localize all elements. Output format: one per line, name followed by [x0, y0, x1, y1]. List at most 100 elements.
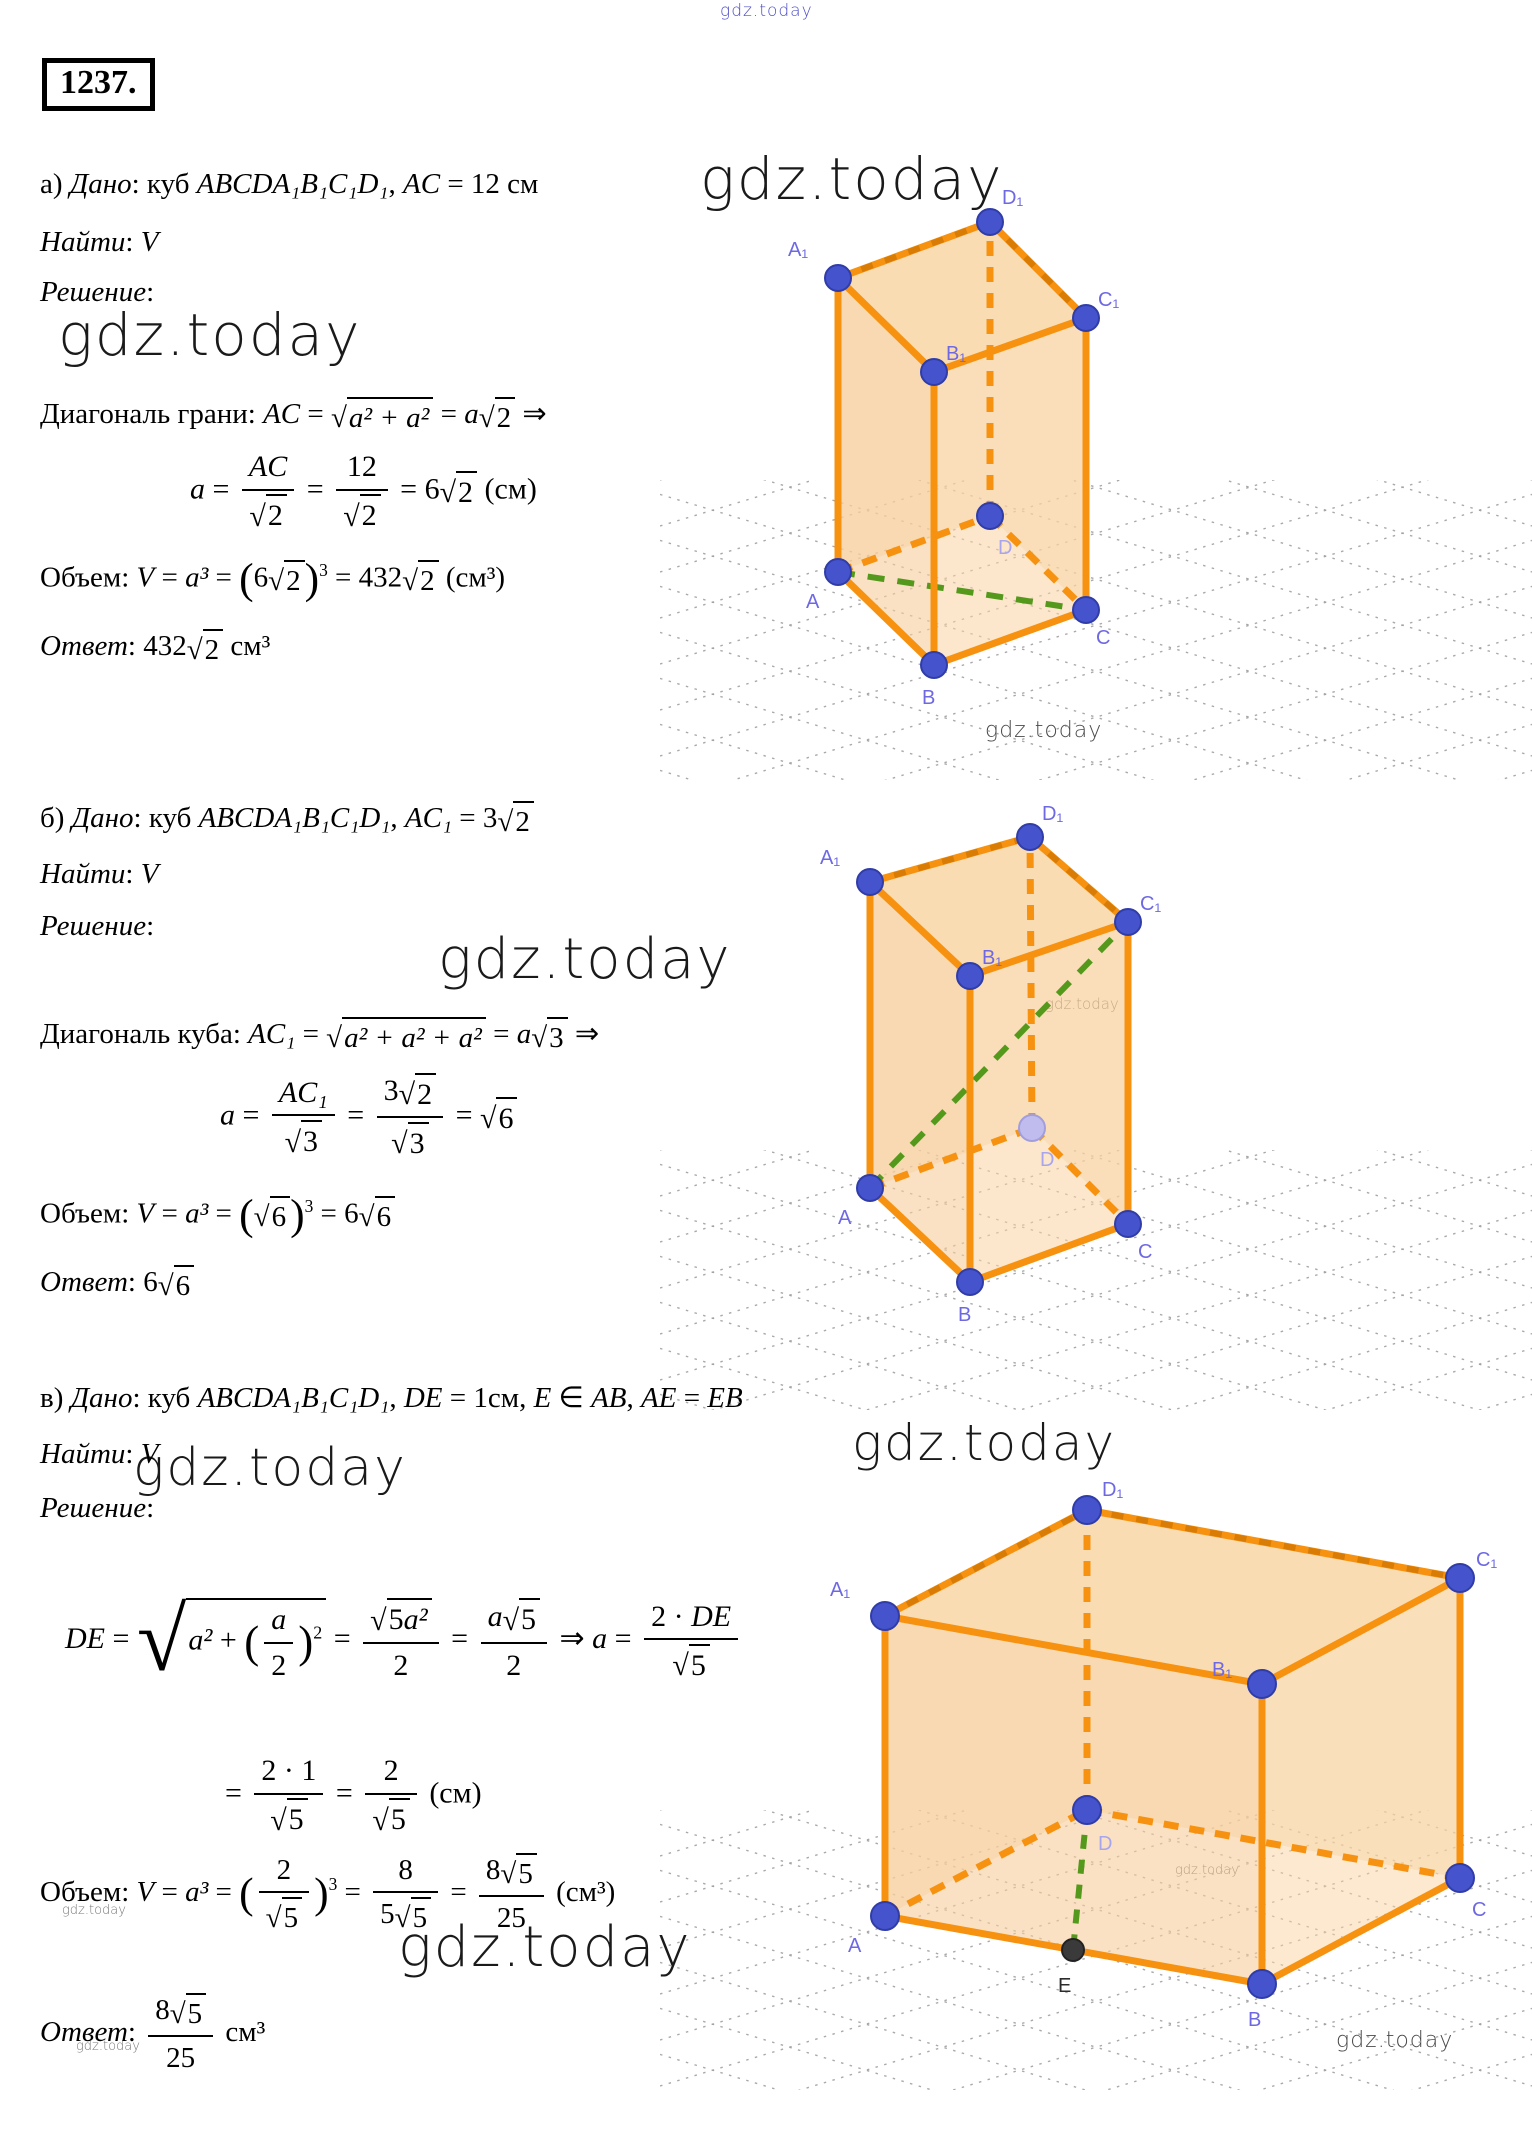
vertices — [870, 1495, 1475, 1999]
vertex-d1 — [976, 208, 1004, 236]
point-e — [1061, 1938, 1085, 1962]
vertex-label-c: C — [1096, 627, 1110, 649]
vertex-a1 — [856, 868, 884, 896]
cube-front-left-face — [885, 1616, 1262, 1984]
diagonal-ac-green — [837, 569, 1087, 613]
vertex-label-d: D — [1040, 1149, 1054, 1171]
watermark: gdz.today — [852, 1414, 1117, 1472]
vertex-label-c: C — [1472, 1899, 1486, 1921]
vertex-label-a1: A₁ — [788, 239, 808, 261]
hidden-edges — [883, 1510, 1461, 1920]
vertex-label-d1: D₁ — [1002, 187, 1023, 209]
cube-front-left-face — [870, 882, 970, 1282]
part-a-diagonal-formula: Диагональ грани: AC = √ a² + a² = a √ 2 ⇒ — [40, 396, 547, 436]
vertex-d — [1018, 1114, 1046, 1142]
watermark: gdz.today — [62, 1903, 126, 1918]
watermark: gdz.today — [58, 301, 362, 369]
vertex-a — [856, 1174, 884, 1202]
vertex-b1 — [1247, 1669, 1277, 1699]
part-b-edge-equation: a = AC₁ √ 3 = 3 √ 2 √ 3 = √ 6 — [220, 1072, 518, 1163]
vertex-label-d1: D₁ — [1042, 803, 1063, 825]
part-b-given-line: б) Дано: куб ABCDA₁B₁C₁D₁, AC₁ = 3 √ 2 — [40, 800, 534, 840]
cube-front-left-face — [838, 278, 934, 665]
vertex-c — [1114, 1210, 1142, 1238]
vertex-b — [920, 651, 948, 679]
vertex-label-b: B — [1248, 2009, 1261, 2031]
cube-front-right-face — [1262, 1578, 1460, 1984]
vertex-a — [870, 1901, 900, 1931]
vertex-label-c: C — [1138, 1241, 1152, 1263]
cube-figure-c: A₁ D₁ C₁ B₁ A D C B E — [660, 1480, 1532, 2090]
hidden-edges — [868, 836, 1131, 1227]
part-c-given-line: в) Дано: куб ABCDA₁B₁C₁D₁, DE = 1см, E ∈… — [40, 1382, 743, 1414]
vertex-label-a1: A₁ — [820, 847, 840, 869]
vertex-c1 — [1445, 1563, 1475, 1593]
watermark: gdz.today — [700, 145, 1004, 213]
vertex-label-b1: B₁ — [1212, 1659, 1232, 1681]
vertex-label-a: A — [848, 1935, 862, 1957]
vertex-a1 — [824, 264, 852, 292]
part-b-volume-formula: Объем: V = a³ = (√ 6)3 = 6 √ 6 — [40, 1193, 396, 1238]
top-back-edge-dashes — [869, 834, 1130, 925]
vertex-label-a: A — [838, 1207, 852, 1229]
vertices — [856, 823, 1142, 1296]
vertex-d — [1072, 1795, 1102, 1825]
part-a-volume-formula: Объем: V = a³ = (6 √ 2)3 = 432 √ 2 (см³) — [40, 555, 506, 603]
diagonal-ac1-green — [867, 919, 1131, 1191]
vertex-label-c1: C₁ — [1140, 893, 1161, 915]
vertex-c1 — [1114, 908, 1142, 936]
vertex-label-c1: C₁ — [1476, 1549, 1497, 1571]
watermark: gdz.today — [985, 718, 1103, 743]
vertex-label-a: A — [806, 591, 820, 613]
vertex-label-d: D — [1098, 1833, 1112, 1855]
part-c-find-line: Найти: V — [40, 1438, 159, 1470]
vertex-label-c1: C₁ — [1098, 289, 1119, 311]
vertex-c — [1072, 596, 1100, 624]
vertex-label-b1: B₁ — [982, 947, 1002, 969]
vertex-b1 — [956, 962, 984, 990]
point-label-e: E — [1058, 1975, 1071, 1997]
solid-edges — [834, 218, 1090, 669]
top-back-edge-dashes — [836, 219, 1089, 321]
vertex-label-b: B — [958, 1304, 971, 1326]
part-b-diagonal-formula: Диагональ куба: AC₁ = √ a² + a² + a² = a √… — [40, 1016, 599, 1056]
part-c-edge-equation: = 2 · 1 √ 5 = 2 √ 5 (см) — [225, 1752, 482, 1839]
vertex-b1 — [920, 358, 948, 386]
part-a-edge-equation: a = AC √ 2 = 12 √ 2 = 6 √ 2 (см) — [190, 448, 537, 535]
cube-figure-a: A₁ D₁ C₁ B₁ A D C B — [660, 187, 1532, 780]
part-c-de-equation: DE = √ a² + (a 2)2 = √ 5a² 2 = a √ 5 2 ⇒ a = 2 … — [65, 1596, 743, 1686]
vertex-c — [1445, 1863, 1475, 1893]
vertex-c1 — [1072, 304, 1100, 332]
part-a-find-line: Найти: V — [40, 226, 159, 258]
vertex-b — [956, 1268, 984, 1296]
problem-number: 1237. — [42, 58, 155, 111]
part-b-answer-line: Ответ: 6 √ 6 — [40, 1264, 195, 1304]
hidden-edges — [836, 222, 1089, 613]
part-a-answer-line: Ответ: 432 √ 2 см³ — [40, 628, 270, 668]
vertex-label-b: B — [922, 687, 935, 709]
vertex-b — [1247, 1969, 1277, 1999]
vertex-a1 — [870, 1601, 900, 1631]
part-b-solution-line: Решение: — [40, 910, 155, 942]
vertex-d1 — [1016, 823, 1044, 851]
part-c-volume-formula: Объем: V = a³ = (2 √ 5)3 = 8 5 √ 5 = 8 √ 5 25 (с… — [40, 1852, 615, 1936]
cube-front-right-face — [934, 318, 1086, 665]
vertex-a — [824, 558, 852, 586]
vertices — [824, 208, 1100, 679]
cube-front-right-face — [970, 922, 1128, 1282]
vertex-d — [976, 502, 1004, 530]
watermark: gdz.today — [720, 1, 813, 21]
floor-grid — [660, 480, 1532, 780]
vertex-label-d1: D₁ — [1102, 1480, 1123, 1501]
part-a-given-line: а) Дано: куб ABCDA₁B₁C₁D₁, AC = 12 см — [40, 168, 539, 200]
watermark: gdz.today — [398, 1915, 692, 1980]
vertex-label-a1: A₁ — [830, 1579, 850, 1601]
solid-edges — [866, 833, 1132, 1286]
part-c-answer-line: Ответ: 8 √ 5 25 см³ — [40, 1992, 266, 2074]
vertex-label-b1: B₁ — [946, 343, 966, 365]
vertex-label-d: D — [998, 537, 1012, 559]
watermark: gdz.today — [133, 1438, 407, 1498]
part-c-solution-line: Решение: — [40, 1492, 155, 1524]
vertex-d1 — [1072, 1495, 1102, 1525]
